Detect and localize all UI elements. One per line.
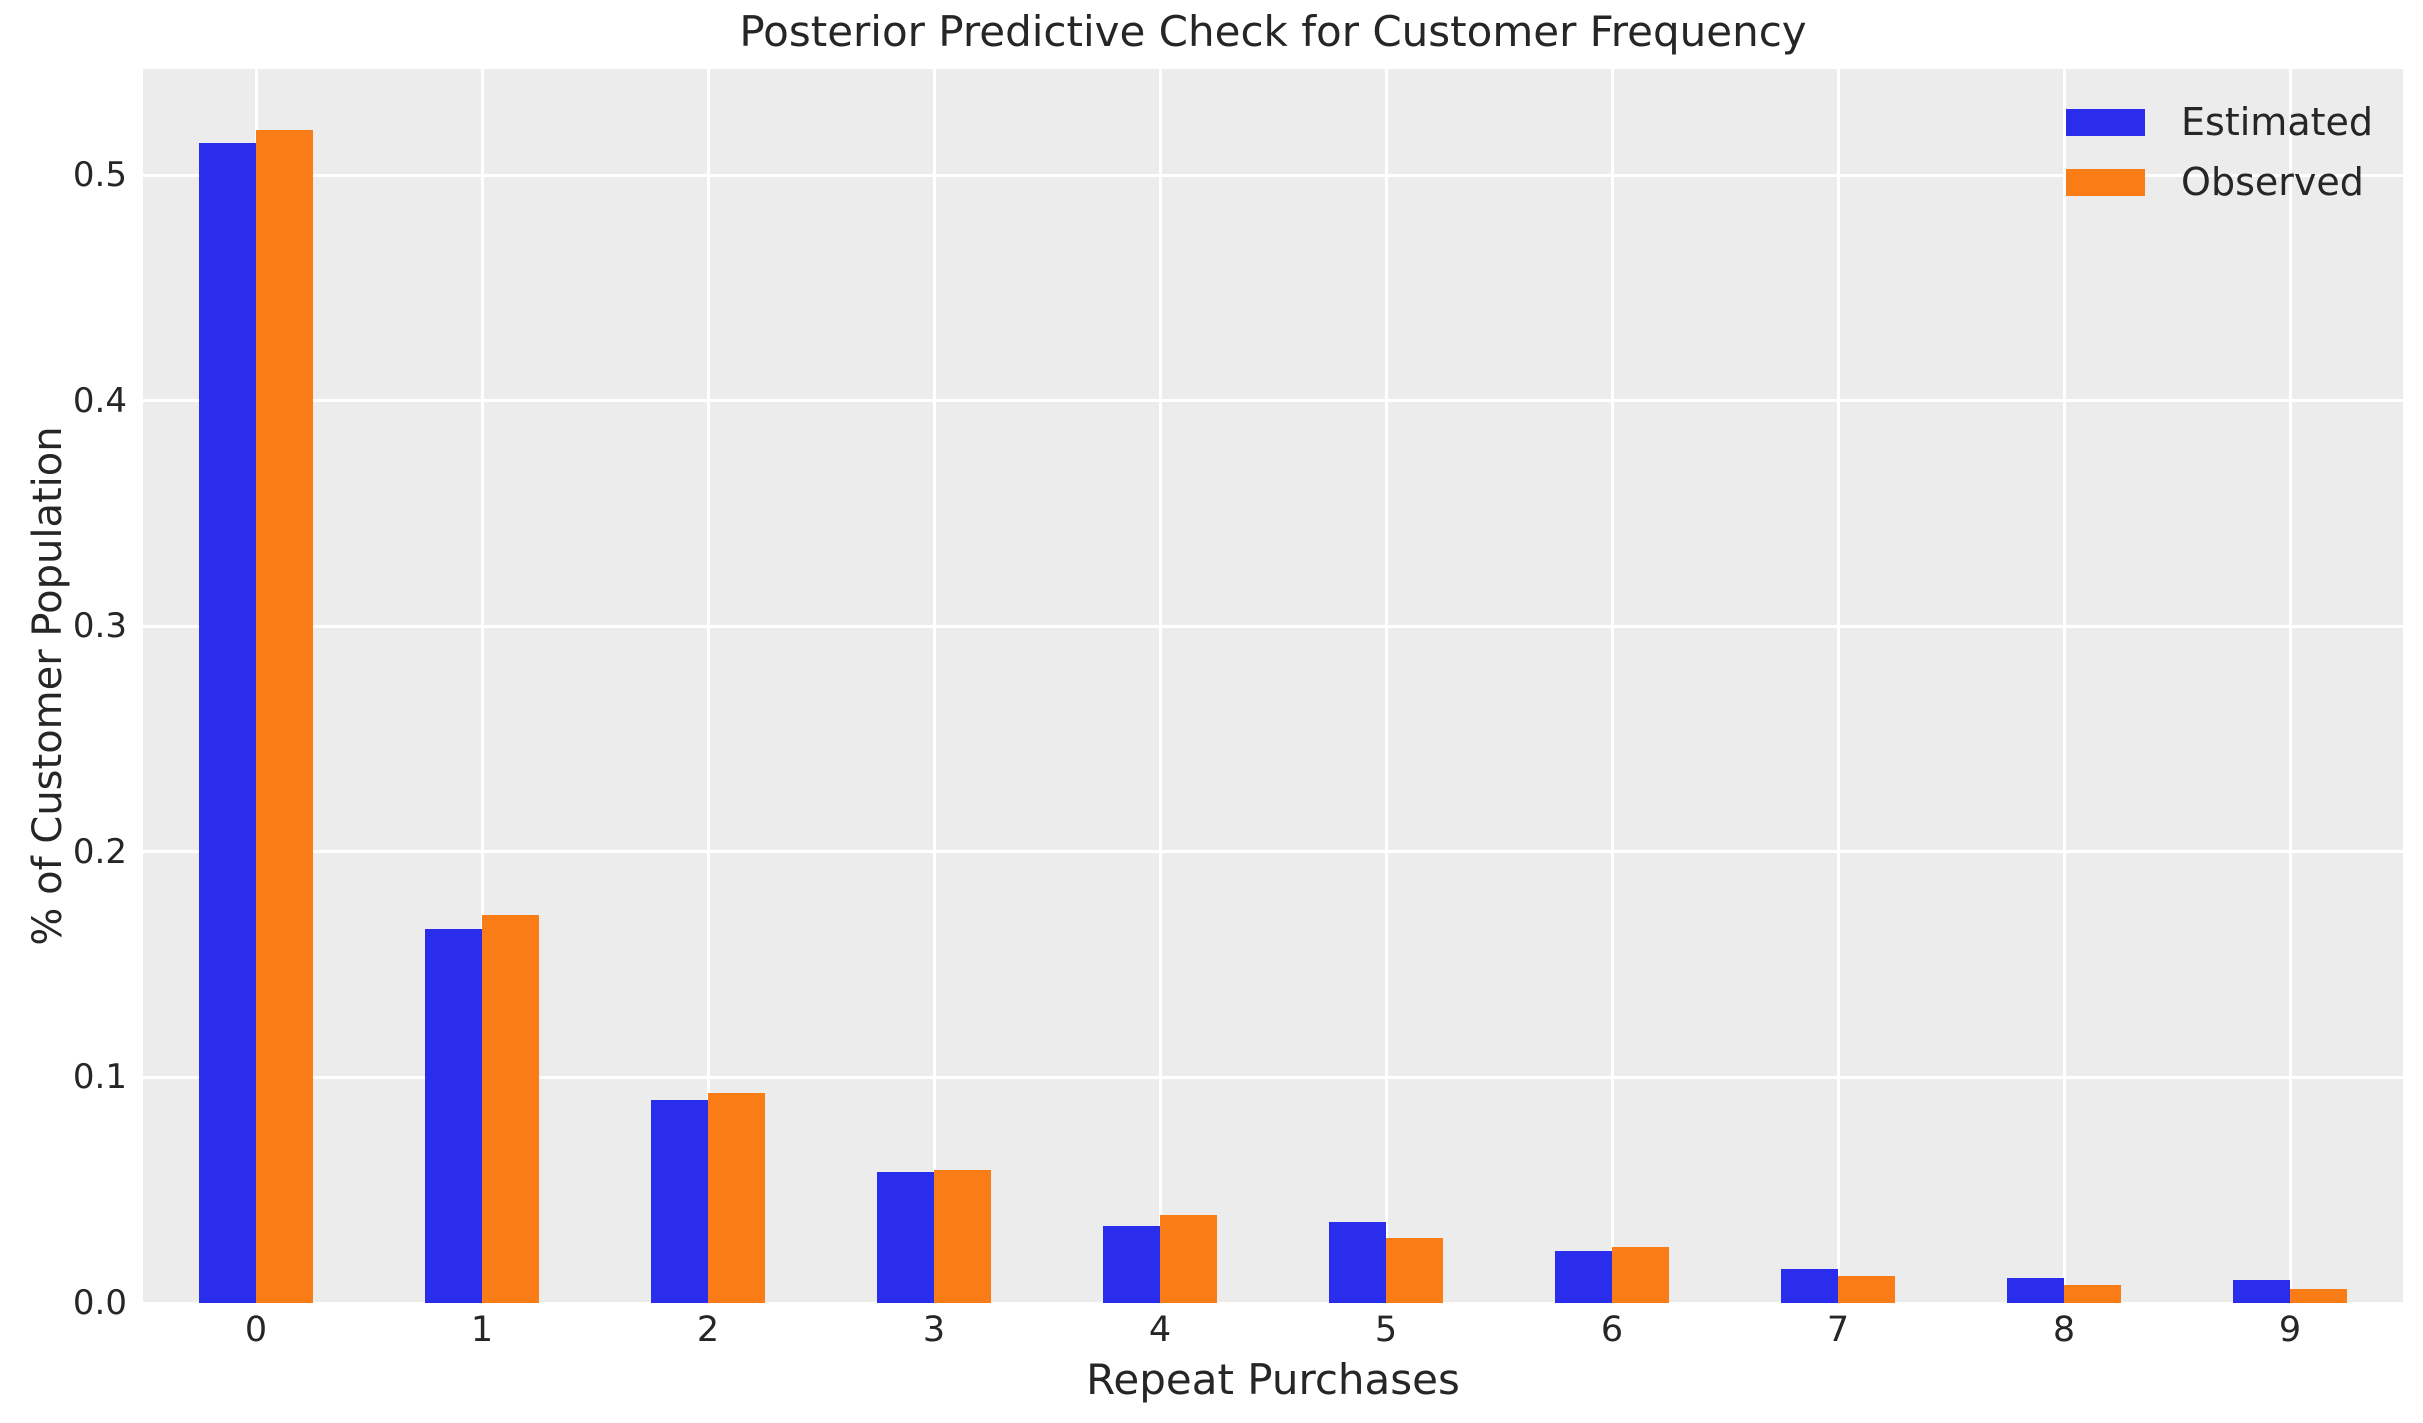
legend-swatch-estimated (2066, 108, 2146, 136)
chart-title: Posterior Predictive Check for Customer … (739, 7, 1807, 56)
gridline-horizontal-0.0 (143, 1301, 2403, 1305)
bar-observed-7 (1838, 1275, 1895, 1303)
x-tick-label-4: 4 (1148, 1310, 1172, 1350)
bar-observed-8 (2064, 1284, 2121, 1303)
gridline-vertical-1 (480, 69, 484, 1303)
bar-observed-4 (1160, 1215, 1217, 1303)
y-tick-label-0.1: 0.1 (72, 1057, 127, 1098)
bar-estimated-0 (199, 143, 256, 1303)
y-tick-label-0.4: 0.4 (72, 380, 127, 421)
bar-estimated-9 (2233, 1280, 2290, 1303)
x-tick-label-6: 6 (1600, 1310, 1624, 1350)
bar-estimated-7 (1781, 1269, 1838, 1303)
y-tick-label-0.3: 0.3 (72, 606, 127, 647)
x-tick-label-0: 0 (244, 1310, 268, 1350)
gridline-horizontal-0.3 (143, 624, 2403, 628)
gridline-vertical-7 (1836, 69, 1840, 1303)
bar-observed-0 (256, 129, 313, 1303)
bar-estimated-8 (2007, 1278, 2064, 1303)
legend-label-observed: Observed (2181, 160, 2364, 204)
gridline-vertical-5 (1384, 69, 1388, 1303)
gridline-vertical-4 (1158, 69, 1162, 1303)
legend-item-estimated: Estimated (2066, 100, 2373, 144)
x-tick-label-9: 9 (2278, 1310, 2302, 1350)
y-axis-label: % of Customer Population (25, 426, 71, 946)
bar-observed-3 (934, 1169, 991, 1303)
bar-observed-6 (1612, 1246, 1669, 1303)
legend-item-observed: Observed (2066, 160, 2373, 204)
gridline-horizontal-0.4 (143, 399, 2403, 403)
gridline-vertical-6 (1610, 69, 1614, 1303)
x-tick-label-1: 1 (470, 1310, 494, 1350)
bar-estimated-6 (1555, 1251, 1612, 1303)
y-tick-label-0.0: 0.0 (72, 1283, 127, 1323)
gridline-horizontal-0.1 (143, 1075, 2403, 1079)
bar-estimated-3 (877, 1172, 934, 1303)
bar-observed-5 (1386, 1237, 1443, 1303)
x-tick-label-8: 8 (2052, 1310, 2076, 1350)
gridline-horizontal-0.2 (143, 850, 2403, 854)
bar-estimated-1 (425, 928, 482, 1303)
plot-area: Estimated Observed (143, 69, 2403, 1305)
x-axis-label: Repeat Purchases (1086, 1355, 1460, 1404)
x-tick-label-5: 5 (1374, 1310, 1398, 1350)
x-tick-label-2: 2 (696, 1310, 720, 1350)
bar-observed-1 (482, 914, 539, 1303)
bar-estimated-2 (651, 1099, 708, 1303)
y-tick-label-0.2: 0.2 (72, 831, 127, 872)
legend-label-estimated: Estimated (2181, 100, 2373, 144)
gridline-vertical-2 (706, 69, 710, 1303)
x-tick-label-7: 7 (1826, 1310, 1850, 1350)
gridline-vertical-3 (932, 69, 936, 1303)
y-tick-label-0.5: 0.5 (72, 155, 127, 196)
bar-observed-2 (708, 1093, 765, 1303)
gridline-vertical-9 (2288, 69, 2292, 1303)
legend: Estimated Observed (2066, 100, 2373, 204)
bar-estimated-5 (1329, 1221, 1386, 1303)
legend-swatch-observed (2066, 168, 2146, 196)
x-tick-label-3: 3 (922, 1310, 946, 1350)
gridline-vertical-8 (2062, 69, 2066, 1303)
bar-observed-9 (2290, 1289, 2347, 1303)
gridline-horizontal-0.5 (143, 173, 2403, 177)
bar-estimated-4 (1103, 1226, 1160, 1303)
